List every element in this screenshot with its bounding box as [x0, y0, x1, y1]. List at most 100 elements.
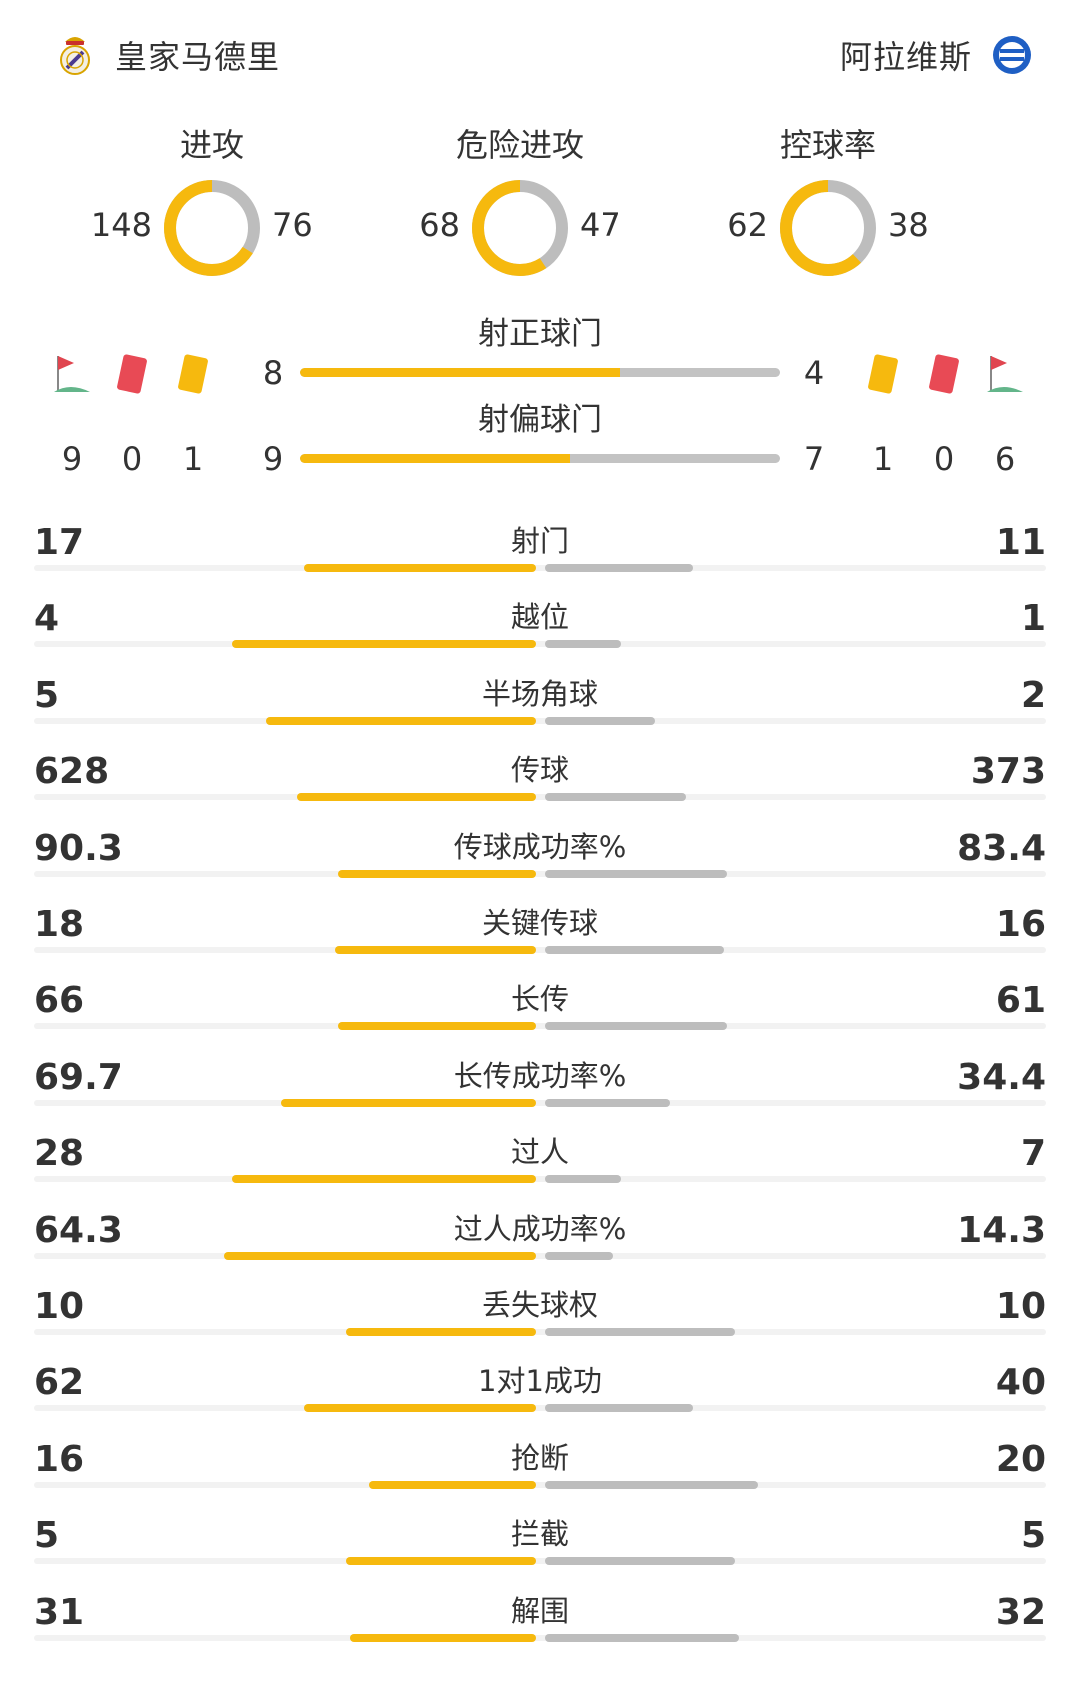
stat-home-value: 90.3	[34, 827, 123, 869]
ring-attack: 进攻 148 76	[52, 120, 372, 290]
stat-home-bar	[346, 1557, 536, 1566]
ring-away-value: 38	[888, 206, 929, 244]
away-team-name: 阿拉维斯	[839, 38, 972, 76]
ring-home-arc	[780, 180, 876, 276]
stat-label: 拦截	[510, 1517, 569, 1552]
stat-track	[34, 794, 1046, 801]
stat-away-bar	[545, 1098, 671, 1107]
stat-home-value: 18	[34, 904, 85, 945]
stat-away-bar	[545, 1175, 621, 1184]
corner-flag-icon	[54, 356, 90, 392]
shots-on-target-fill	[300, 368, 620, 377]
stat-home-bar	[304, 564, 536, 572]
ring-away-value: 76	[272, 206, 313, 244]
ring-title: 控球率	[779, 126, 876, 164]
stat-row: 69.7 长传成功率% 34.4	[0, 1047, 1080, 1123]
stat-track	[34, 1099, 1046, 1106]
stat-away-bar	[545, 869, 728, 878]
stat-label: 过人	[510, 1135, 569, 1170]
stat-home-bar	[304, 1404, 536, 1413]
stat-away-value: 32	[995, 1591, 1046, 1633]
stat-home-value: 5	[34, 1515, 60, 1557]
corner-flag-icon	[987, 356, 1023, 392]
home-yellow-cards-count: 1	[182, 440, 204, 478]
stat-home-bar	[346, 1328, 536, 1336]
ring-home-value: 62	[727, 206, 768, 244]
stat-row: 66 长传 61	[0, 970, 1080, 1046]
stat-row: 16 抢断 20	[0, 1429, 1080, 1505]
ring-home-value: 148	[90, 206, 152, 244]
stat-row: 10 丢失球权 10	[0, 1276, 1080, 1352]
stat-away-bar	[545, 946, 724, 954]
stat-home-bar	[349, 1633, 536, 1642]
yellow-card-icon	[868, 354, 898, 394]
stat-label: 传球成功率%	[453, 829, 627, 864]
stat-track	[34, 1634, 1046, 1641]
stat-label: 1对1成功	[478, 1364, 602, 1399]
stat-away-bar	[545, 1328, 735, 1336]
stat-row: 28 过人 7	[0, 1123, 1080, 1199]
stat-away-value: 20	[995, 1438, 1046, 1480]
ring-title: 危险进攻	[455, 126, 584, 164]
stat-away-bar	[545, 1557, 735, 1566]
stat-label: 关键传球	[481, 906, 598, 940]
stat-track	[34, 1481, 1046, 1488]
ring-home-arc	[164, 180, 260, 276]
red-card-icon	[929, 354, 959, 394]
stat-home-bar	[232, 640, 536, 649]
stat-away-bar	[545, 1022, 728, 1031]
stat-away-bar	[545, 1633, 739, 1642]
stat-home-bar	[338, 869, 536, 878]
stat-away-bar	[545, 1480, 758, 1489]
stat-home-value: 31	[34, 1591, 85, 1633]
ring-title: 进攻	[179, 126, 244, 164]
stat-away-value: 5	[1020, 1515, 1046, 1557]
alaves-crest-icon	[993, 36, 1031, 74]
stat-row: 18 关键传球 16	[0, 894, 1080, 970]
shots-off-target-home: 9	[262, 440, 284, 478]
stat-home-value: 10	[34, 1286, 85, 1327]
ring-chart	[780, 180, 876, 276]
stat-row: 5 半场角球 2	[0, 665, 1080, 741]
ring-chart	[472, 180, 568, 276]
stat-home-bar	[296, 793, 536, 802]
stat-away-bar	[545, 640, 621, 649]
stat-row: 17 射门 11	[0, 512, 1080, 588]
stat-label: 丢失球权	[481, 1288, 598, 1322]
stat-home-bar	[334, 946, 536, 954]
stat-away-value: 1	[1020, 598, 1046, 640]
stat-home-bar	[266, 716, 536, 725]
stat-home-value: 69.7	[34, 1056, 123, 1098]
shots-off-target-bar	[300, 454, 780, 463]
stat-away-value: 61	[995, 980, 1046, 1022]
stat-home-bar	[224, 1251, 536, 1260]
shots-on-target-bar	[300, 368, 780, 377]
stat-away-value: 373	[970, 751, 1046, 793]
stat-row: 64.3 过人成功率% 14.3	[0, 1200, 1080, 1276]
stat-home-value: 64.3	[34, 1209, 123, 1251]
ring-dangerous-attack: 危险进攻 68 47	[360, 120, 680, 290]
stat-track	[34, 641, 1046, 648]
stat-away-value: 16	[995, 904, 1046, 945]
stat-label: 解围	[510, 1593, 569, 1628]
stat-track	[34, 1405, 1046, 1412]
stat-track	[34, 1329, 1046, 1335]
stat-home-value: 5	[34, 674, 60, 716]
away-yellow-cards-count: 1	[872, 440, 894, 478]
stat-home-value: 628	[34, 751, 110, 793]
away-team[interactable]: 阿拉维斯	[840, 30, 1032, 80]
home-team[interactable]: 皇家马德里	[55, 30, 280, 80]
stat-label: 过人成功率%	[453, 1211, 627, 1246]
real-madrid-crest-icon	[60, 37, 90, 75]
stat-track	[34, 1023, 1046, 1030]
stat-away-bar	[545, 1251, 614, 1260]
stat-home-bar	[368, 1480, 536, 1489]
stat-away-bar	[545, 1404, 694, 1413]
ring-home-arc	[472, 180, 568, 276]
stat-label: 抢断	[510, 1440, 569, 1475]
ring-home-value: 68	[419, 206, 460, 244]
red-card-icon	[117, 354, 147, 394]
stat-row: 628 传球 373	[0, 741, 1080, 817]
stat-home-bar	[338, 1022, 536, 1031]
stat-away-value: 2	[1020, 674, 1046, 716]
